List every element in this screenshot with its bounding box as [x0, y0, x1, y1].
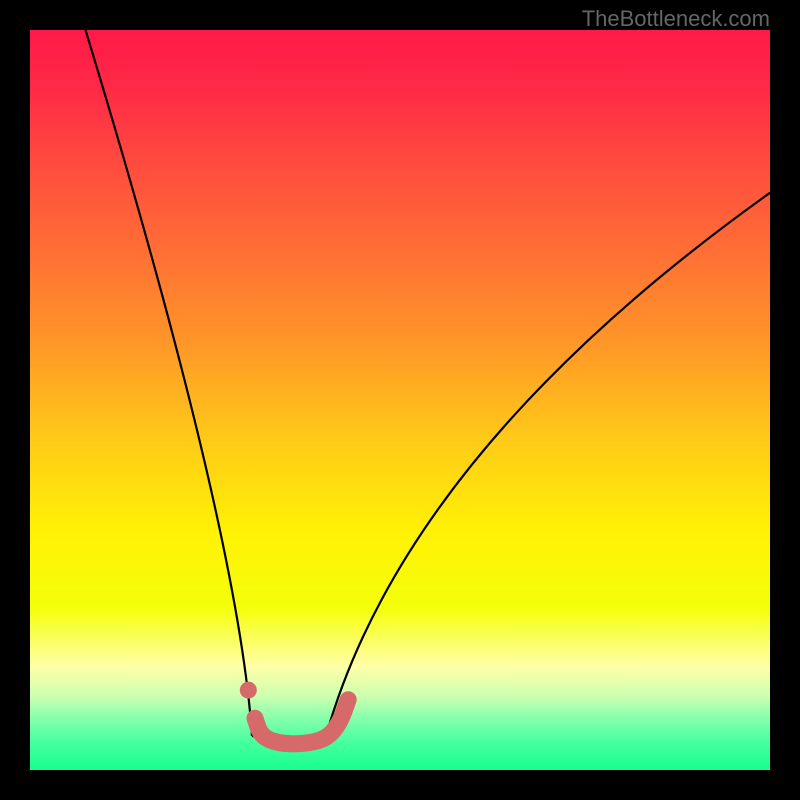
plot-area	[30, 30, 770, 770]
chart-svg	[30, 30, 770, 770]
watermark-text: TheBottleneck.com	[582, 6, 770, 32]
highlight-dot	[240, 682, 257, 699]
gradient-background	[30, 30, 770, 770]
